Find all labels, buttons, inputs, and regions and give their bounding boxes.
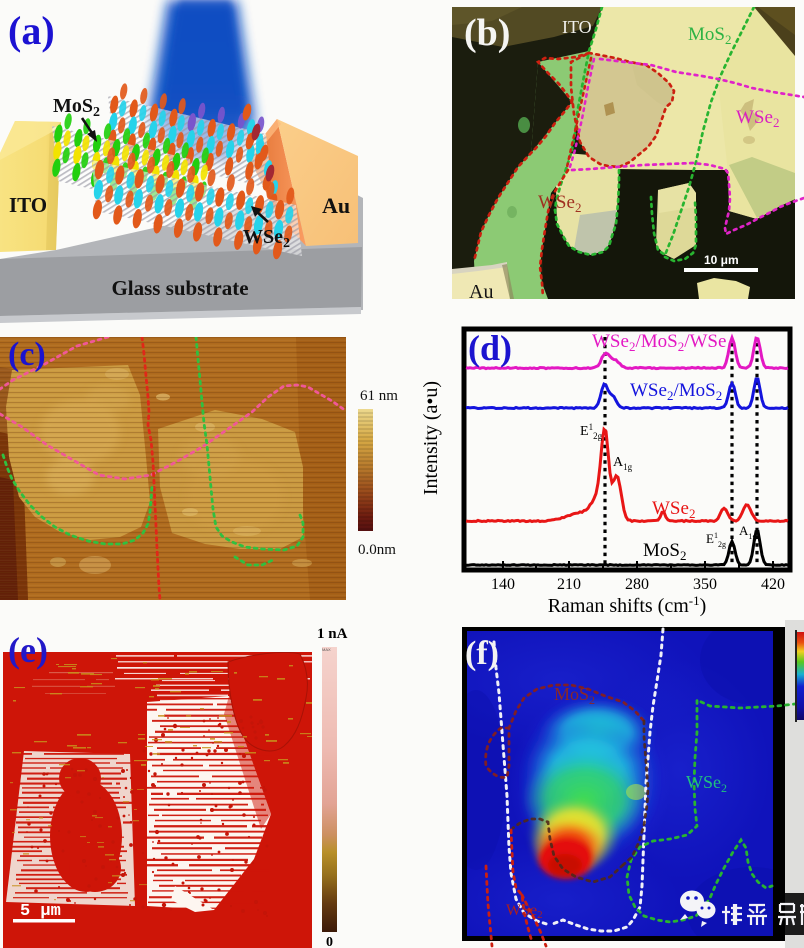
svg-text:61 nm: 61 nm [360,388,398,404]
svg-text:WSe2: WSe2 [243,226,290,251]
svg-text:Intensity (a•u): Intensity (a•u) [420,381,442,495]
svg-text:350: 350 [693,576,717,593]
svg-text:(f): (f) [465,635,499,672]
svg-text:A1g: A1g [613,455,633,472]
svg-text:E12g: E12g [580,422,603,441]
svg-text:WSe2: WSe2 [506,902,543,921]
svg-text:140: 140 [491,576,515,593]
svg-text:Au: Au [322,193,350,218]
svg-text:MoS2: MoS2 [554,684,595,707]
svg-text:MAX: MAX [322,647,331,652]
svg-text:MoS2: MoS2 [53,95,100,120]
svg-text:(b): (b) [464,12,510,54]
svg-text:WSe2: WSe2 [538,192,581,215]
svg-text:MoS2: MoS2 [643,540,686,563]
svg-text:0: 0 [326,935,333,948]
svg-text:Glass substrate: Glass substrate [111,276,248,300]
svg-text:Au: Au [469,281,493,299]
svg-text:(c): (c) [8,337,46,373]
svg-text:WSe2: WSe2 [686,772,727,795]
svg-text:0.0nm: 0.0nm [358,542,396,558]
svg-text:E12g: E12g [706,531,726,549]
svg-text:WSe2/MoS2: WSe2/MoS2 [630,380,722,403]
svg-text:(e): (e) [8,630,48,670]
svg-text:(d): (d) [468,328,512,368]
svg-text:WSe2: WSe2 [736,107,779,130]
svg-text:280: 280 [625,576,649,593]
svg-text:Raman shifts (cm-1): Raman shifts (cm-1) [548,593,707,617]
svg-text:1 nA: 1 nA [317,626,348,642]
svg-text:(a): (a) [8,8,55,53]
svg-text:ITO: ITO [562,17,592,37]
svg-text:MoS2: MoS2 [688,24,731,47]
svg-text:10 μm: 10 μm [704,253,739,267]
svg-text:WSe2: WSe2 [652,498,695,521]
svg-text:A1g: A1g [739,523,756,541]
svg-text:5 μm: 5 μm [20,902,61,921]
svg-text:210: 210 [557,576,581,593]
svg-text:ITO: ITO [9,193,47,217]
svg-text:WSe2/MoS2/WSe: WSe2/MoS2/WSe [592,331,726,354]
svg-text:420: 420 [761,576,785,593]
